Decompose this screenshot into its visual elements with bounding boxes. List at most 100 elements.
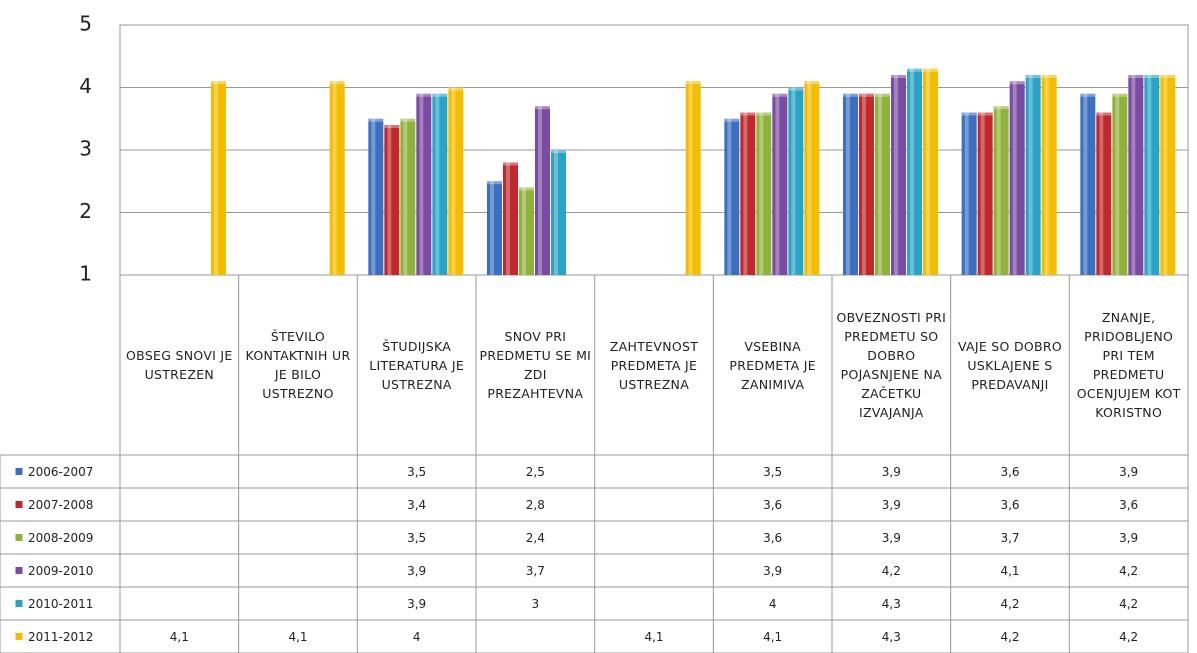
- table-value: 3,6: [763, 531, 782, 545]
- table-value: 3,5: [407, 465, 426, 479]
- bar-shine: [1012, 81, 1017, 275]
- category-label: ZAHTEVNOST PREDMETA JE USTREZNA: [609, 338, 699, 392]
- bar: [1041, 75, 1057, 275]
- table-value: 4,2: [1000, 630, 1019, 644]
- bar-shine: [926, 68, 930, 275]
- legend-label: 2010-2011: [28, 597, 93, 611]
- legend-marker: [14, 599, 24, 608]
- bar-cap: [685, 81, 701, 85]
- bar-shine: [862, 93, 866, 275]
- bar-shine: [980, 112, 985, 275]
- legend-marker: [14, 632, 24, 641]
- bar: [1112, 93, 1128, 275]
- bar-shine: [451, 87, 456, 275]
- table-value: 4,2: [1119, 564, 1138, 578]
- bar: [875, 93, 890, 275]
- bar-shine: [214, 81, 218, 275]
- table-value: 4,1: [288, 630, 307, 644]
- bar-shine: [1115, 93, 1120, 275]
- bar-shine: [791, 87, 796, 275]
- bar-cap: [384, 125, 400, 128]
- table-value: 3,6: [763, 498, 782, 512]
- bar: [977, 112, 993, 275]
- bar: [1096, 112, 1112, 275]
- table-value: 4,3: [882, 597, 901, 611]
- bar-cap: [843, 93, 858, 97]
- table-value: 2,5: [526, 465, 545, 479]
- bar-cap: [1041, 75, 1057, 78]
- table-value: 3,6: [1119, 498, 1138, 512]
- bar: [448, 87, 464, 275]
- bar: [1128, 75, 1144, 275]
- bar-shine: [1131, 75, 1136, 275]
- table-value: 4,1: [170, 630, 189, 644]
- bar-shine: [332, 81, 337, 275]
- bar-cap: [1144, 75, 1160, 78]
- legend-marker: [14, 467, 24, 476]
- bar: [685, 81, 701, 275]
- y-tick-label: 5: [79, 12, 92, 36]
- category-label: OBSEG SNOVI JE USTREZEN: [126, 348, 233, 382]
- table-value: 4,1: [644, 630, 663, 644]
- table-value: 3,7: [1000, 531, 1019, 545]
- bar-shine: [403, 118, 408, 275]
- bar-shine: [996, 106, 1001, 275]
- bar: [329, 81, 345, 275]
- table-value: 4: [413, 630, 421, 644]
- category-label: ZNANJE, PRIDOBLJENO PRI TEM PREDMETU OCE…: [1076, 310, 1181, 420]
- bar: [724, 118, 740, 275]
- table-value: 3,5: [763, 465, 782, 479]
- bar-cap: [923, 68, 938, 72]
- bar: [368, 118, 384, 275]
- bar: [1160, 75, 1176, 275]
- table-value: 3,9: [763, 564, 782, 578]
- bar-shine: [964, 112, 969, 275]
- bar-shine: [1044, 75, 1049, 275]
- table-value: 4,2: [1119, 630, 1138, 644]
- table-value: 2,8: [526, 498, 545, 512]
- y-tick-label: 1: [79, 262, 92, 286]
- bar-cap: [993, 106, 1009, 110]
- bar-cap: [1080, 93, 1096, 97]
- bar-cap: [535, 106, 550, 110]
- table-value: 2,4: [526, 531, 545, 545]
- bar-shine: [490, 181, 494, 275]
- bar-cap: [432, 93, 448, 97]
- bar: [1009, 81, 1025, 275]
- legend-marker: [14, 500, 24, 509]
- bar: [487, 181, 502, 275]
- bar: [432, 93, 448, 275]
- table-value: 3,7: [526, 564, 545, 578]
- bar-shine: [1147, 75, 1152, 275]
- y-tick-label: 3: [79, 137, 92, 161]
- bar-shine: [1028, 75, 1033, 275]
- bar-cap: [756, 112, 772, 116]
- bar-shine: [435, 93, 440, 275]
- legend-marker: [14, 533, 24, 542]
- category-label: SNOV PRI PREDMETU SE MI ZDI PREZAHTEVNA: [479, 329, 592, 401]
- bar: [384, 125, 400, 275]
- bar: [993, 106, 1009, 275]
- bar-cap: [875, 93, 890, 97]
- bar: [1025, 75, 1041, 275]
- legend-label: 2011-2012: [28, 630, 93, 644]
- table-value: 3,9: [882, 531, 901, 545]
- table-value: 3: [532, 597, 540, 611]
- bar: [923, 68, 938, 275]
- bar-shine: [846, 93, 850, 275]
- bar-cap: [1128, 75, 1144, 78]
- bar-cap: [907, 68, 922, 72]
- bar-cap: [891, 75, 906, 78]
- bar: [551, 150, 566, 275]
- bar-cap: [400, 118, 416, 122]
- bar-shine: [775, 93, 780, 275]
- y-tick-label: 4: [79, 74, 92, 98]
- bar: [503, 162, 518, 275]
- bar-cap: [368, 118, 384, 122]
- table-value: 3,9: [882, 465, 901, 479]
- table-value: 3,6: [1000, 498, 1019, 512]
- table-value: 4: [769, 597, 777, 611]
- bar-shine: [1163, 75, 1168, 275]
